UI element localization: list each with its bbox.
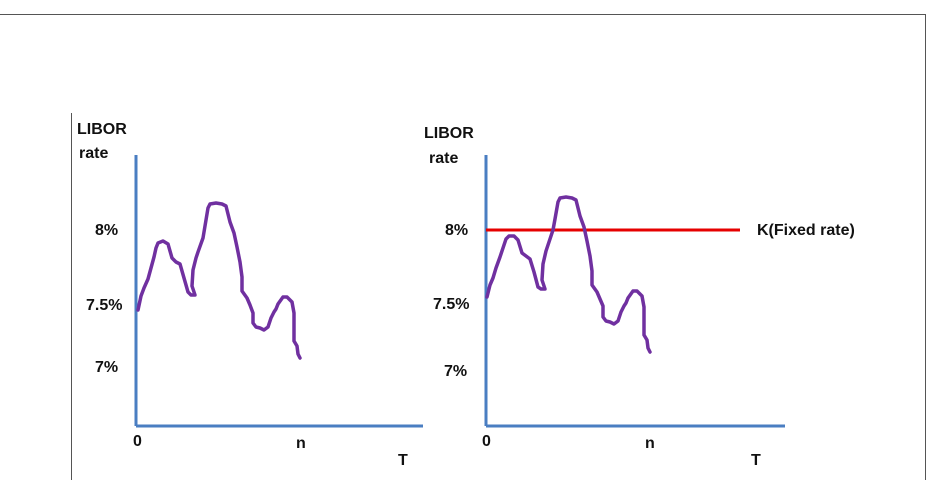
left-tick-7: 7% bbox=[95, 359, 119, 376]
left-tick-8: 8% bbox=[95, 222, 119, 239]
left-x-label: T bbox=[398, 452, 408, 469]
left-ylabel-line2: rate bbox=[79, 145, 109, 162]
frame-left-border bbox=[71, 113, 72, 480]
left-n-label: n bbox=[296, 435, 306, 452]
right-origin-label: 0 bbox=[482, 433, 491, 450]
right-tick-8: 8% bbox=[445, 222, 469, 239]
left-tick-7-5: 7.5% bbox=[86, 297, 123, 314]
right-ylabel-line2: rate bbox=[429, 150, 459, 167]
fixed-rate-label: K(Fixed rate) bbox=[757, 222, 855, 239]
left-origin-label: 0 bbox=[133, 433, 142, 450]
frame-top-border bbox=[0, 14, 926, 15]
right-ylabel-line1: LIBOR bbox=[424, 125, 474, 142]
left-libor-rate-path bbox=[136, 201, 302, 360]
right-x-label: T bbox=[751, 452, 761, 469]
right-tick-7: 7% bbox=[444, 363, 468, 380]
right-tick-7-5: 7.5% bbox=[433, 296, 470, 313]
right-n-label: n bbox=[645, 435, 655, 452]
left-ylabel-line1: LIBOR bbox=[77, 121, 127, 138]
right-libor-rate-path bbox=[485, 195, 652, 354]
